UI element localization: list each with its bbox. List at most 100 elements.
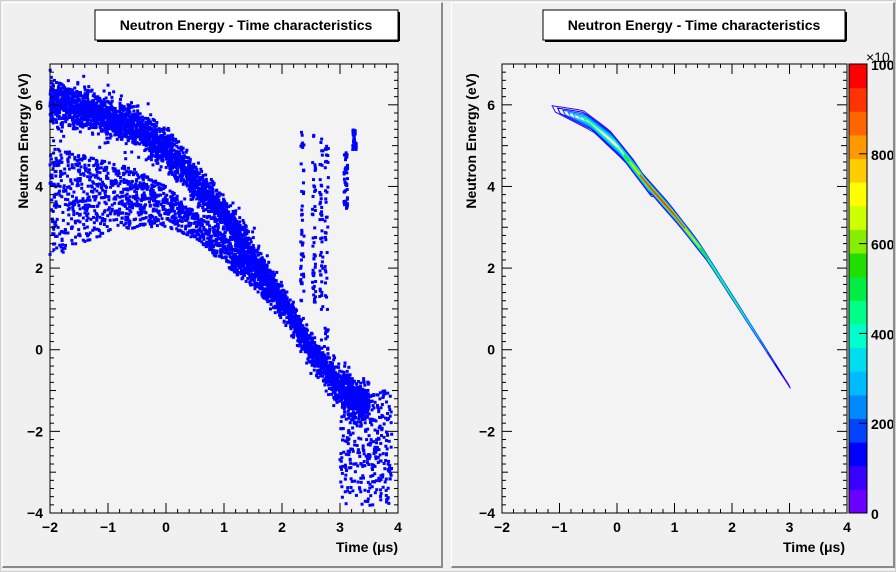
scatter-point bbox=[242, 221, 246, 225]
scatter-point bbox=[160, 154, 164, 158]
scatter-point bbox=[229, 221, 233, 225]
scatter-point bbox=[249, 245, 253, 249]
scatter-point bbox=[58, 104, 62, 108]
scatter-point bbox=[345, 376, 349, 380]
scatter-point bbox=[133, 116, 137, 120]
scatter-point bbox=[237, 206, 241, 210]
scatter-point bbox=[253, 264, 257, 268]
scatter-point bbox=[90, 101, 94, 105]
scatter-point bbox=[138, 133, 142, 137]
scatter-point bbox=[151, 163, 155, 167]
scatter-point bbox=[162, 146, 166, 150]
scatter-point bbox=[331, 373, 335, 377]
scatter-point bbox=[57, 163, 61, 167]
scatter-point bbox=[251, 244, 255, 248]
scatter-point bbox=[91, 106, 95, 110]
scatter-point bbox=[197, 187, 201, 191]
scatter-point bbox=[152, 122, 156, 126]
scatter-point bbox=[317, 351, 321, 355]
scatter-point bbox=[243, 250, 247, 254]
scatter-point bbox=[71, 242, 75, 246]
scatter-point bbox=[108, 132, 112, 136]
scatter-point bbox=[158, 130, 162, 134]
scatter-point bbox=[290, 303, 294, 307]
scatter-point bbox=[83, 88, 87, 92]
scatter-point bbox=[173, 222, 177, 226]
scatter-point bbox=[74, 107, 78, 111]
scatter-point bbox=[330, 364, 334, 368]
scatter-point bbox=[143, 122, 147, 126]
scatter-point bbox=[180, 224, 184, 228]
scatter-point bbox=[69, 178, 73, 182]
scatter-point bbox=[326, 352, 330, 356]
scatter-point bbox=[185, 184, 189, 188]
scatter-point bbox=[144, 130, 148, 134]
scatter-point bbox=[211, 251, 215, 255]
scatter-point bbox=[189, 189, 193, 193]
scatter-point bbox=[116, 121, 120, 125]
scatter-point bbox=[324, 378, 328, 382]
scatter-point bbox=[127, 128, 131, 132]
scatter-point bbox=[173, 155, 177, 159]
scatter-point bbox=[125, 113, 129, 117]
scatter-point bbox=[292, 331, 296, 335]
scatter-point bbox=[61, 116, 65, 120]
scatter-point bbox=[122, 118, 126, 122]
scatter-point bbox=[144, 126, 148, 130]
scatter-point bbox=[262, 259, 266, 263]
scatter-point bbox=[145, 123, 149, 127]
scatter-point bbox=[128, 185, 132, 189]
scatter-point bbox=[133, 113, 137, 117]
scatter-point bbox=[309, 351, 313, 355]
scatter-point bbox=[167, 139, 171, 143]
scatter-point bbox=[299, 350, 303, 354]
scatter-point bbox=[60, 98, 64, 102]
scatter-point bbox=[191, 171, 195, 175]
scatter-point bbox=[147, 118, 151, 122]
scatter-point bbox=[314, 374, 318, 378]
scatter-point bbox=[136, 104, 140, 108]
scatter-point bbox=[166, 141, 170, 145]
scatter-point bbox=[67, 123, 71, 127]
scatter-point bbox=[295, 315, 299, 319]
scatter-point bbox=[95, 112, 99, 116]
scatter-point bbox=[299, 321, 303, 325]
scatter-point bbox=[51, 108, 55, 112]
scatter-point bbox=[202, 194, 206, 198]
scatter-point bbox=[122, 105, 126, 109]
scatter-point bbox=[268, 295, 272, 299]
scatter-point bbox=[189, 186, 193, 190]
scatter-point bbox=[249, 240, 253, 244]
scatter-point bbox=[174, 160, 178, 164]
scatter-point bbox=[73, 95, 77, 99]
scatter-point bbox=[329, 360, 333, 364]
scatter-point bbox=[71, 117, 75, 121]
scatter-point bbox=[188, 169, 192, 173]
scatter-point bbox=[192, 221, 196, 225]
scatter-point bbox=[343, 381, 347, 385]
scatter-point bbox=[89, 125, 93, 129]
scatter-point bbox=[55, 114, 59, 118]
scatter-point bbox=[223, 216, 227, 220]
scatter-point bbox=[77, 112, 81, 116]
scatter-point bbox=[136, 109, 140, 113]
scatter-point bbox=[72, 115, 76, 119]
scatter-point bbox=[113, 133, 117, 137]
scatter-point bbox=[83, 94, 87, 98]
scatter-point bbox=[100, 180, 104, 184]
scatter-point bbox=[61, 218, 65, 222]
scatter-point bbox=[340, 402, 344, 406]
scatter-point bbox=[71, 110, 75, 114]
scatter-point bbox=[181, 178, 185, 182]
scatter-point bbox=[63, 100, 67, 104]
scatter-point bbox=[319, 365, 323, 369]
scatter-point bbox=[352, 386, 356, 390]
scatter-point bbox=[57, 115, 61, 119]
scatter-point bbox=[231, 209, 235, 213]
scatter-point bbox=[222, 197, 226, 201]
scatter-point bbox=[343, 386, 347, 390]
scatter-point bbox=[60, 122, 64, 126]
scatter-point bbox=[68, 97, 72, 101]
scatter-point bbox=[48, 101, 52, 105]
scatter-point bbox=[336, 365, 340, 369]
